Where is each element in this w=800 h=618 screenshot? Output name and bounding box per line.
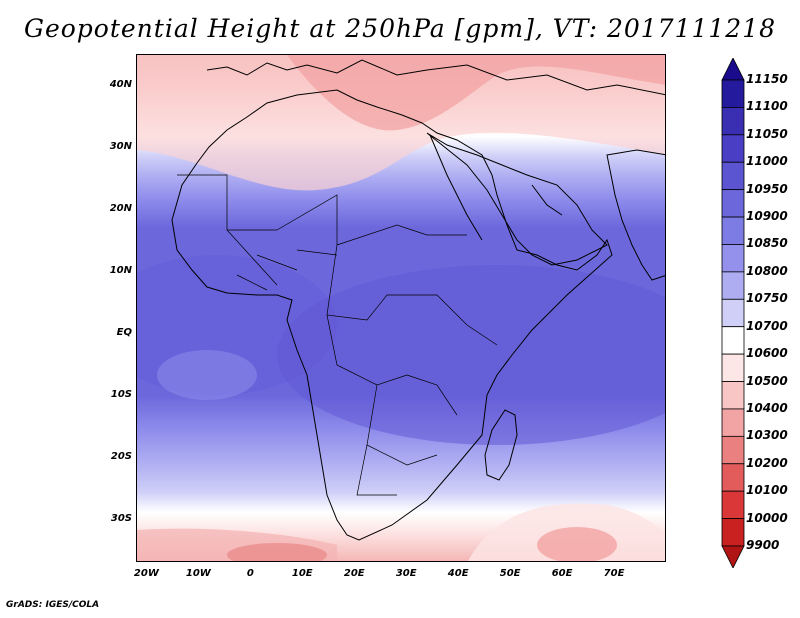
persian-gulf [531,184,563,216]
country-borders [177,174,498,496]
colorbar-label: 11150 [746,72,788,86]
credit-text: GrADS: IGES/COLA [6,600,100,610]
africa-coastline [171,89,613,541]
lat-label: 30N [109,140,132,152]
colorbar-label: 10200 [746,455,788,470]
height-low-south-west [227,543,327,561]
lat-label: EQ [116,326,132,338]
colorbar-segment [721,107,745,136]
colorbar-segment [721,381,745,410]
colorbar-label: 10900 [746,209,788,224]
colorbar-segment [721,298,745,328]
colorbar-label: 10000 [746,510,788,525]
colorbar-segment [721,244,745,273]
colorbar-segment [721,216,745,245]
colorbar-segment [721,408,745,437]
colorbar-label: 11050 [746,126,788,141]
lat-label: 10S [110,388,132,400]
colorbar-label: 10800 [746,263,788,278]
colorbar-segment [721,189,745,218]
colorbar-label: 10600 [746,346,788,361]
colorbar-segment [721,490,745,519]
colorbar-label: 9900 [746,538,780,552]
height-light-patch-atlantic [157,350,257,400]
colorbar-bottom-arrow [721,545,745,568]
colorbar-segment [721,435,745,465]
lon-label: 50E [499,568,521,579]
lat-label: 30S [110,512,132,524]
madagascar-coastline [484,409,518,481]
colorbar-segment [721,353,745,382]
height-core-equatorial [277,265,665,445]
lon-label: 70E [603,568,625,579]
colorbar-top-arrow [721,58,745,81]
lon-label: 10E [291,568,313,579]
colorbar-segment [721,79,745,108]
arabia-coastline [426,132,608,266]
lon-label: 30E [395,568,417,579]
colorbar-segment [721,134,745,163]
colorbar-segment [721,463,745,492]
lat-label: 20S [110,450,132,462]
colorbar-label: 10300 [746,428,788,443]
lon-label: 0 [246,568,254,579]
map-plot [137,55,665,561]
europe-coastline [206,59,665,96]
lon-label: 10W [185,568,211,579]
coastlines-and-borders [171,59,665,541]
lat-label: 10N [109,264,132,276]
lon-label: 40E [447,568,469,579]
map-panel [136,54,666,562]
colorbar-label: 10700 [746,318,788,333]
colorbar-segment [721,326,745,355]
colorbar-segment [721,271,745,300]
india-coastline [606,149,665,281]
red-sea [429,134,483,241]
height-low-south-east [537,527,617,561]
colorbar-label: 10500 [746,373,788,388]
colorbar-label: 10400 [746,400,788,415]
map-title: Geopotential Height at 250hPa [gpm], VT:… [23,14,777,43]
colorbar-segment [721,161,745,191]
colorbar-label: 10950 [746,181,788,196]
colorbar-label: 11000 [746,154,788,169]
colorbar-label: 11100 [746,99,788,114]
lat-label: 40N [109,78,132,90]
lon-label: 20E [343,568,365,579]
colorbar [721,58,745,568]
lat-label: 20N [109,202,132,214]
colorbar-segment [721,518,745,547]
lon-label: 20W [133,568,159,579]
colorbar-label: 10750 [746,291,788,306]
lon-label: 60E [551,568,573,579]
height-ridge-north-core [287,55,665,131]
colorbar-label: 10850 [746,236,788,251]
colorbar-label: 10100 [746,483,788,498]
